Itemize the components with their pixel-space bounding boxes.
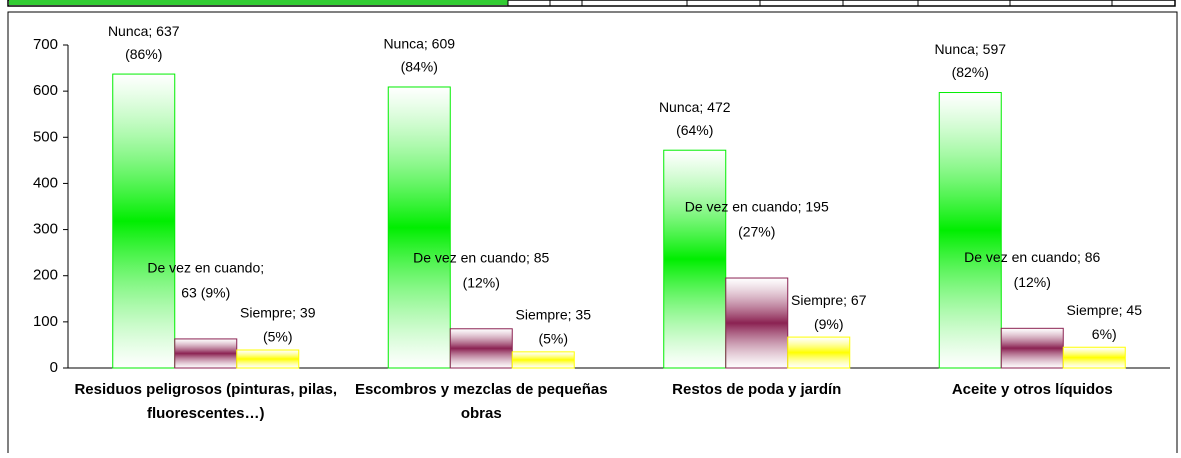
y-tick-label: 700 xyxy=(33,36,58,53)
chart-frame xyxy=(7,11,1178,453)
bar xyxy=(174,338,238,369)
y-tick-label: 500 xyxy=(33,128,58,145)
data-label: Nunca; 472 xyxy=(659,99,731,115)
data-label: Siempre; 67 xyxy=(791,292,867,308)
data-label: De vez en cuando; 195 xyxy=(685,199,829,215)
data-label: De vez en cuando; xyxy=(147,260,264,276)
data-label: (64%) xyxy=(676,122,713,138)
data-label: Nunca; 609 xyxy=(383,36,455,52)
bar xyxy=(725,277,789,369)
bar xyxy=(663,149,727,369)
data-label: (9%) xyxy=(814,316,844,332)
data-label: Siempre; 45 xyxy=(1067,302,1143,318)
data-label: (5%) xyxy=(263,329,293,345)
data-label: Siempre; 35 xyxy=(516,307,592,323)
top-table-strip xyxy=(7,0,1176,7)
y-tick-label: 200 xyxy=(33,267,58,284)
y-tick-label: 100 xyxy=(33,313,58,330)
bar xyxy=(387,86,451,369)
data-label: De vez en cuando; 86 xyxy=(964,249,1100,265)
bar xyxy=(1000,327,1064,369)
bar xyxy=(112,73,176,369)
data-label: (27%) xyxy=(738,224,775,240)
y-tick-label: 600 xyxy=(33,82,58,99)
data-label: Nunca; 637 xyxy=(108,23,180,39)
bar xyxy=(449,328,513,369)
y-tick-label: 400 xyxy=(33,174,58,191)
data-label: (12%) xyxy=(463,274,500,290)
x-tick-label: Restos de poda y jardín xyxy=(672,381,842,398)
bar xyxy=(236,349,300,369)
y-tick-label: 0 xyxy=(50,359,58,376)
y-tick-label: 300 xyxy=(33,221,58,238)
data-label: (5%) xyxy=(538,331,568,347)
data-label: 6%) xyxy=(1092,326,1117,342)
data-label: (86%) xyxy=(125,46,162,62)
bar xyxy=(511,351,575,369)
x-tick-label-box: Residuos peligrosos (pinturas, pilas, fl… xyxy=(74,381,338,422)
data-label: Siempre; 39 xyxy=(240,305,316,321)
data-label: De vez en cuando; 85 xyxy=(413,249,549,265)
bar xyxy=(1062,346,1126,369)
data-label: (84%) xyxy=(401,59,438,75)
x-tick-label-box: Escombros y mezclas de pequeñas obras xyxy=(354,381,608,422)
x-tick-label: Escombros y mezclas de pequeñas obras xyxy=(354,381,608,422)
data-label: (82%) xyxy=(952,64,989,80)
data-label: (12%) xyxy=(1014,274,1051,290)
bar xyxy=(938,92,1002,369)
x-tick-label-box: Aceite y otros líquidos xyxy=(951,381,1113,398)
x-tick-label: Residuos peligrosos (pinturas, pilas, fl… xyxy=(74,381,338,422)
x-tick-label-box: Restos de poda y jardín xyxy=(672,381,842,398)
data-label: Nunca; 597 xyxy=(934,41,1006,57)
bar xyxy=(787,336,851,369)
data-label: 63 (9%) xyxy=(181,285,230,301)
x-tick-label: Aceite y otros líquidos xyxy=(951,381,1113,398)
